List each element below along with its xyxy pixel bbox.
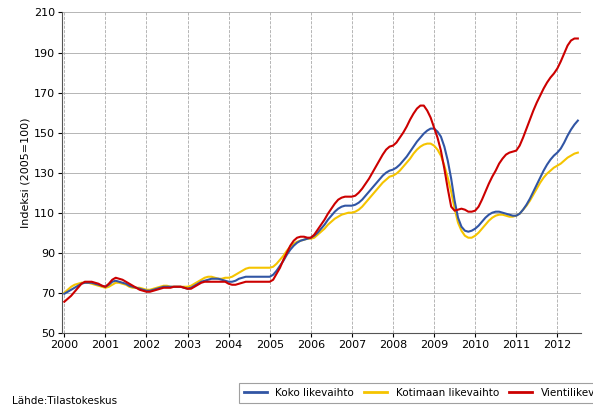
Vientilikevaihto xyxy=(60,299,68,304)
Koko likevaihto xyxy=(372,181,380,186)
Line: Vientilikevaihto: Vientilikevaihto xyxy=(64,39,578,302)
Line: Koko likevaihto: Koko likevaihto xyxy=(64,121,578,294)
Koko likevaihto xyxy=(564,133,571,138)
Kotimaan likevaihto xyxy=(574,150,581,155)
Text: Lähde:Tilastokeskus: Lähde:Tilastokeskus xyxy=(12,396,117,406)
Koko likevaihto xyxy=(386,168,393,173)
Vientilikevaihto xyxy=(386,144,393,149)
Koko likevaihto xyxy=(242,274,249,279)
Koko likevaihto xyxy=(311,233,318,238)
Vientilikevaihto xyxy=(564,43,571,48)
Vientilikevaihto xyxy=(571,36,578,41)
Koko likevaihto xyxy=(60,291,68,296)
Kotimaan likevaihto xyxy=(386,174,393,179)
Vientilikevaihto xyxy=(372,164,380,169)
Kotimaan likevaihto xyxy=(60,290,68,295)
Kotimaan likevaihto xyxy=(568,153,575,158)
Kotimaan likevaihto xyxy=(372,188,380,193)
Vientilikevaihto xyxy=(574,36,581,41)
Kotimaan likevaihto xyxy=(242,266,249,271)
Kotimaan likevaihto xyxy=(420,142,428,147)
Kotimaan likevaihto xyxy=(423,141,431,146)
Vientilikevaihto xyxy=(242,279,249,284)
Koko likevaihto xyxy=(574,118,581,123)
Y-axis label: Indeksi (2005=100): Indeksi (2005=100) xyxy=(20,117,30,228)
Vientilikevaihto xyxy=(420,103,428,108)
Vientilikevaihto xyxy=(311,232,318,237)
Koko likevaihto xyxy=(420,131,428,136)
Kotimaan likevaihto xyxy=(311,235,318,240)
Legend: Koko likevaihto, Kotimaan likevaihto, Vientilikevaihto: Koko likevaihto, Kotimaan likevaihto, Vi… xyxy=(239,383,593,403)
Line: Kotimaan likevaihto: Kotimaan likevaihto xyxy=(64,144,578,293)
